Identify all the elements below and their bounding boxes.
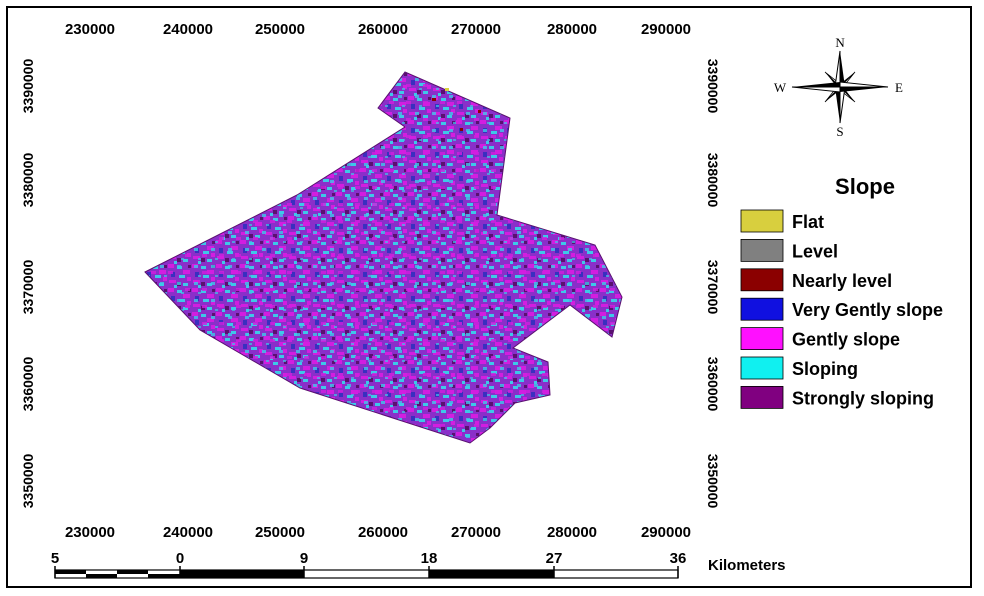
scale-label: 18	[421, 550, 438, 567]
legend-title: Slope	[835, 174, 895, 199]
x-axis-top: 230000 240000 250000 260000 270000 28000…	[65, 21, 691, 38]
legend-swatch	[740, 297, 784, 321]
y-tick-right: 3370000	[705, 260, 721, 315]
x-tick-bottom: 250000	[255, 524, 305, 541]
y-tick-right: 3350000	[705, 454, 721, 509]
compass-east: E	[895, 80, 903, 95]
x-tick-bottom: 290000	[641, 524, 691, 541]
legend-swatch	[740, 327, 784, 351]
y-axis-right: 3390000 3380000 3370000 3360000 3350000	[705, 59, 721, 509]
compass-west: W	[774, 80, 787, 95]
scale-label: 0	[176, 550, 184, 567]
y-tick-left: 3380000	[20, 153, 36, 208]
x-tick-top: 250000	[255, 21, 305, 38]
flat-speck	[445, 88, 449, 91]
legend-swatch	[740, 385, 784, 409]
scale-label: 5	[51, 550, 59, 567]
compass-south: S	[836, 124, 843, 139]
scale-label: 27	[546, 550, 563, 567]
scale-label: 9	[300, 550, 308, 567]
y-tick-right: 3390000	[705, 59, 721, 114]
y-tick-right: 3360000	[705, 357, 721, 412]
legend-label: Nearly level	[792, 271, 892, 291]
legend-swatch	[740, 238, 784, 262]
legend-swatch	[740, 268, 784, 292]
x-tick-top: 280000	[547, 21, 597, 38]
x-tick-bottom: 280000	[547, 524, 597, 541]
x-tick-top: 270000	[451, 21, 501, 38]
y-tick-left: 3390000	[20, 59, 36, 114]
y-tick-left: 3360000	[20, 357, 36, 412]
x-tick-bottom: 260000	[358, 524, 408, 541]
x-tick-top: 260000	[358, 21, 408, 38]
legend-label: Sloping	[792, 359, 858, 379]
x-tick-bottom: 270000	[451, 524, 501, 541]
scale-label: 36	[670, 550, 687, 567]
scale-unit: Kilometers	[708, 557, 786, 574]
legend: Slope Flat Level Nearly level Very Gently s…	[740, 174, 943, 409]
nearly-level-speck	[478, 110, 481, 113]
x-tick-top: 290000	[641, 21, 691, 38]
y-tick-left: 3370000	[20, 260, 36, 315]
study-area	[144, 71, 623, 444]
x-axis-bottom: 230000 240000 250000 260000 270000 28000…	[65, 524, 691, 541]
x-tick-bottom: 230000	[65, 524, 115, 541]
nearly-level-speck	[432, 98, 436, 101]
legend-label: Flat	[792, 212, 824, 232]
scale-bar: 5 0 9 18 27 36 Kilometers	[51, 550, 786, 579]
x-tick-top: 230000	[65, 21, 115, 38]
legend-label: Level	[792, 241, 838, 261]
legend-label: Very Gently slope	[792, 300, 943, 320]
legend-label: Strongly sloping	[792, 388, 934, 408]
legend-swatch	[740, 356, 784, 380]
y-tick-right: 3380000	[705, 153, 721, 208]
legend-swatch	[740, 209, 784, 233]
y-tick-left: 3350000	[20, 454, 36, 509]
x-tick-bottom: 240000	[163, 524, 213, 541]
compass-rose-icon: N S E W	[774, 35, 903, 139]
legend-label: Gently slope	[792, 330, 900, 350]
y-axis-left: 3390000 3380000 3370000 3360000 3350000	[20, 59, 36, 509]
x-tick-top: 240000	[163, 21, 213, 38]
compass-north: N	[835, 35, 845, 50]
nearly-level-speck	[460, 128, 463, 131]
